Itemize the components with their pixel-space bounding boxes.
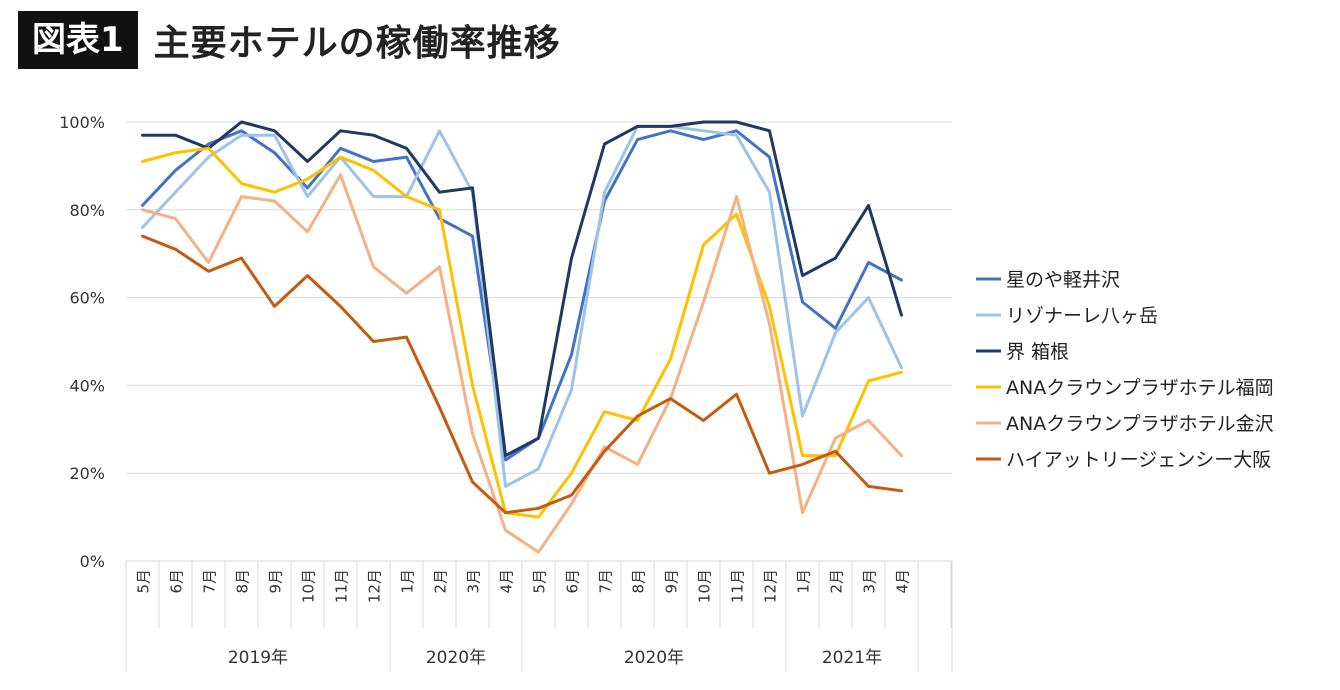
chart-title: 主要ホテルの稼働率推移 <box>153 23 561 64</box>
x-tick-label: 11月 <box>729 569 747 603</box>
year-group-label: 2020年 <box>426 648 486 668</box>
x-tick-label: 12月 <box>366 569 384 603</box>
x-tick-label: 9月 <box>663 569 681 594</box>
year-group-label: 2019年 <box>228 648 288 668</box>
x-tick-label: 7月 <box>201 569 219 594</box>
x-tick-label: 5月 <box>531 569 549 594</box>
chart-grid <box>126 121 952 562</box>
y-tick-label: 100% <box>59 113 105 132</box>
legend-label: ハイアットリージェンシー大阪 <box>1006 449 1271 471</box>
x-tick-label: 8月 <box>630 569 648 594</box>
series-line <box>141 120 903 458</box>
series-line <box>141 129 903 462</box>
series-line <box>141 234 903 515</box>
x-tick-label: 2月 <box>432 569 450 594</box>
x-tick-label: 10月 <box>300 569 318 603</box>
x-tick-label: 6月 <box>168 569 186 594</box>
legend-label: 界 箱根 <box>1006 341 1069 363</box>
year-group-label: 2021年 <box>822 648 882 668</box>
series-lines <box>141 120 903 554</box>
x-tick-label: 12月 <box>762 569 780 603</box>
x-tick-label: 1月 <box>399 569 417 594</box>
y-axis: 0% 20% 40% 60% 80% 100% <box>59 113 105 571</box>
series-line <box>141 146 903 519</box>
legend-label: ANAクラウンプラザホテル福岡 <box>1006 377 1274 399</box>
legend-label: ANAクラウンプラザホテル金沢 <box>1006 413 1274 435</box>
x-tick-label: 6月 <box>564 569 582 594</box>
legend-label: 星のや軽井沢 <box>1006 269 1120 291</box>
x-tick-label: 5月 <box>135 569 153 594</box>
series-line <box>141 124 903 488</box>
x-axis: 5月 6月 7月 8月 9月 10月 11月 12月 1月 2月 3月 4月 5月 6月 7月 8月 9月 10月… <box>125 560 953 672</box>
x-tick-label: 10月 <box>696 569 714 603</box>
y-tick-label: 80% <box>69 201 105 220</box>
x-tick-label: 4月 <box>894 569 912 594</box>
x-tick-label: 1月 <box>795 569 813 594</box>
y-tick-label: 20% <box>69 464 105 483</box>
y-tick-label: 0% <box>80 552 105 571</box>
figure-number-badge: 図表1 <box>18 11 138 69</box>
x-tick-label: 8月 <box>234 569 252 594</box>
x-tick-label: 2月 <box>828 569 846 594</box>
y-tick-label: 60% <box>69 289 105 308</box>
x-tick-label: 9月 <box>267 569 285 594</box>
year-group-label: 2020年 <box>624 648 684 668</box>
legend-label: リゾナーレ八ヶ岳 <box>1006 305 1158 327</box>
y-tick-label: 40% <box>69 376 105 395</box>
figure-title-bar: 図表1 主要ホテルの稼働率推移 <box>18 10 561 70</box>
x-tick-label: 3月 <box>861 569 879 594</box>
x-tick-label: 3月 <box>465 569 483 594</box>
x-tick-label: 4月 <box>498 569 516 594</box>
series-line <box>141 173 903 554</box>
x-tick-label: 7月 <box>597 569 615 594</box>
x-tick-label: 11月 <box>333 569 351 603</box>
